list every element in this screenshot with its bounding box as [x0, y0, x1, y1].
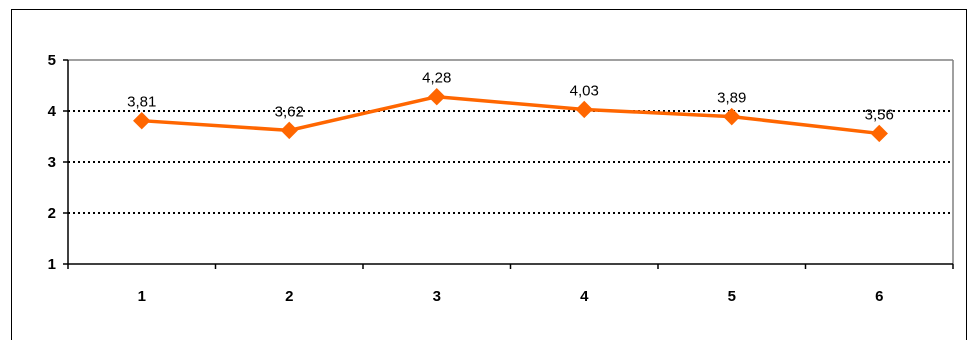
data-label-2: 3,62: [275, 103, 304, 120]
x-tick-label: 2: [285, 288, 293, 305]
data-label-6: 3,56: [865, 106, 894, 123]
axes: [63, 59, 954, 269]
y-tick-label: 4: [48, 103, 57, 120]
data-label-3: 4,28: [422, 70, 451, 87]
data-label-5: 3,89: [717, 90, 746, 107]
data-label-4: 4,03: [570, 82, 599, 99]
labels: 1 2 3 4 5 1 2 3 4 5 6 3,81 3,62 4,28 4,03 3,89 3,56: [48, 52, 894, 305]
x-tick-label: 3: [433, 288, 441, 305]
data-point-5: [723, 107, 741, 126]
x-tick-label: 4: [580, 288, 589, 305]
data-point-3: [428, 88, 446, 106]
y-tick-label: 3: [48, 154, 56, 171]
y-tick-label: 1: [48, 256, 56, 273]
grid-lines: [68, 59, 954, 264]
data-point-1: [133, 111, 151, 130]
x-tick-label: 6: [875, 288, 883, 305]
x-tick-label: 5: [728, 288, 736, 305]
x-tick-label: 1: [138, 288, 146, 305]
data-point-4: [575, 100, 593, 119]
data-point-6: [870, 124, 888, 143]
chart-frame: [11, 9, 967, 340]
data-label-1: 3,81: [127, 94, 156, 111]
y-tick-label: 2: [48, 205, 56, 222]
data-point-2: [280, 121, 298, 140]
y-tick-label: 5: [48, 52, 56, 69]
data-series: [133, 88, 888, 143]
series-line: [141, 94, 880, 136]
